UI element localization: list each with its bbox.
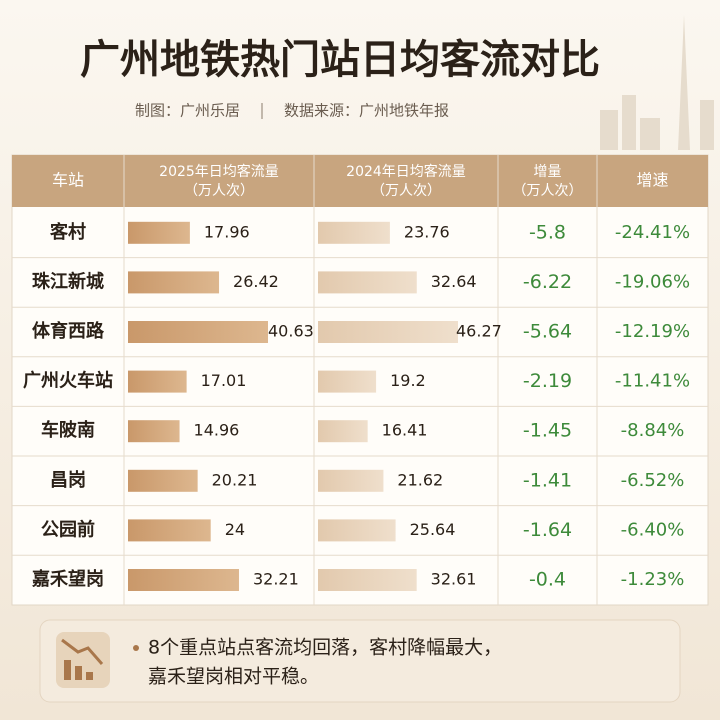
value-2025: 24 bbox=[225, 520, 245, 539]
value-2025: 17.96 bbox=[204, 222, 250, 241]
column-title: 增量 bbox=[534, 164, 562, 180]
rate: -12.19% bbox=[615, 321, 690, 342]
change: -2.19 bbox=[523, 370, 572, 392]
value-2025: 17.01 bbox=[201, 371, 247, 390]
value-2024: 32.61 bbox=[431, 570, 477, 589]
title: 广州地铁热门站日均客流对比 bbox=[80, 37, 600, 83]
column-title: 车站 bbox=[52, 171, 84, 190]
rate: -19.06% bbox=[615, 271, 690, 292]
bar-2024 bbox=[318, 420, 368, 443]
change: -1.64 bbox=[523, 519, 572, 541]
value-2024: 21.62 bbox=[397, 470, 443, 489]
value-2025: 14.96 bbox=[194, 421, 240, 440]
station: 嘉禾望岗 bbox=[31, 568, 104, 590]
station: 车陂南 bbox=[41, 419, 95, 441]
bar-2024 bbox=[318, 370, 377, 393]
value-2024: 46.27 bbox=[456, 322, 502, 341]
rate: -6.52% bbox=[621, 470, 685, 491]
bar-2025 bbox=[128, 321, 268, 343]
column-title: 2025年日均客流量 bbox=[159, 163, 279, 180]
column-title: 2024年日均客流量 bbox=[346, 163, 466, 180]
value-2024: 16.41 bbox=[382, 421, 428, 440]
value-2024: 23.76 bbox=[404, 222, 450, 241]
station: 珠江新城 bbox=[32, 270, 104, 292]
table-header bbox=[12, 155, 708, 207]
rate: -24.41% bbox=[615, 222, 690, 243]
value-2025: 40.63 bbox=[268, 322, 314, 341]
station: 客村 bbox=[50, 221, 86, 243]
value-2025: 32.21 bbox=[253, 570, 299, 589]
bar-2025 bbox=[128, 271, 220, 294]
rate: -11.41% bbox=[615, 371, 690, 392]
summary-line: 嘉禾望岗相对平稳。 bbox=[148, 666, 319, 688]
change: -1.41 bbox=[523, 469, 572, 491]
bar-2025 bbox=[128, 569, 239, 591]
column-unit: （万人次） bbox=[513, 183, 583, 199]
decline-icon bbox=[56, 632, 110, 688]
rate: -1.23% bbox=[621, 569, 685, 590]
station: 昌岗 bbox=[50, 469, 86, 491]
station: 体育西路 bbox=[32, 320, 105, 342]
value-2024: 25.64 bbox=[410, 520, 456, 539]
summary-line: 8个重点站点客流均回落，客村降幅最大， bbox=[148, 637, 502, 659]
summary-box bbox=[39, 619, 681, 703]
credit: 制图：广州乐居 bbox=[135, 102, 240, 120]
bar-2025 bbox=[128, 221, 190, 244]
bar-2024 bbox=[318, 519, 396, 542]
skyline bbox=[600, 15, 714, 150]
bar-2024 bbox=[318, 469, 384, 492]
bar-2024 bbox=[318, 569, 417, 591]
bar-2025 bbox=[128, 519, 211, 542]
bar-2025 bbox=[128, 370, 187, 393]
value-2025: 26.42 bbox=[233, 272, 279, 291]
station: 公园前 bbox=[41, 518, 95, 540]
column-title: 增速 bbox=[636, 171, 668, 190]
value-2024: 19.2 bbox=[390, 371, 426, 390]
change: -5.8 bbox=[529, 221, 566, 243]
source: 数据来源：广州地铁年报 bbox=[284, 102, 449, 120]
value-2024: 32.64 bbox=[431, 272, 477, 291]
rate: -8.84% bbox=[621, 420, 685, 441]
change: -0.4 bbox=[529, 569, 566, 591]
bar-2024 bbox=[318, 271, 417, 294]
column-unit: （万人次） bbox=[184, 183, 254, 199]
change: -6.22 bbox=[523, 271, 572, 293]
value-2025: 20.21 bbox=[212, 470, 258, 489]
change: -5.64 bbox=[523, 321, 572, 343]
change: -1.45 bbox=[523, 420, 572, 442]
column-unit: （万人次） bbox=[371, 183, 441, 199]
bullet bbox=[133, 645, 139, 651]
bar-2024 bbox=[318, 321, 458, 343]
bar-2024 bbox=[318, 221, 390, 244]
bar-2025 bbox=[128, 469, 198, 492]
bar-2025 bbox=[128, 420, 180, 443]
station: 广州火车站 bbox=[23, 370, 113, 392]
rate: -6.40% bbox=[621, 519, 685, 540]
